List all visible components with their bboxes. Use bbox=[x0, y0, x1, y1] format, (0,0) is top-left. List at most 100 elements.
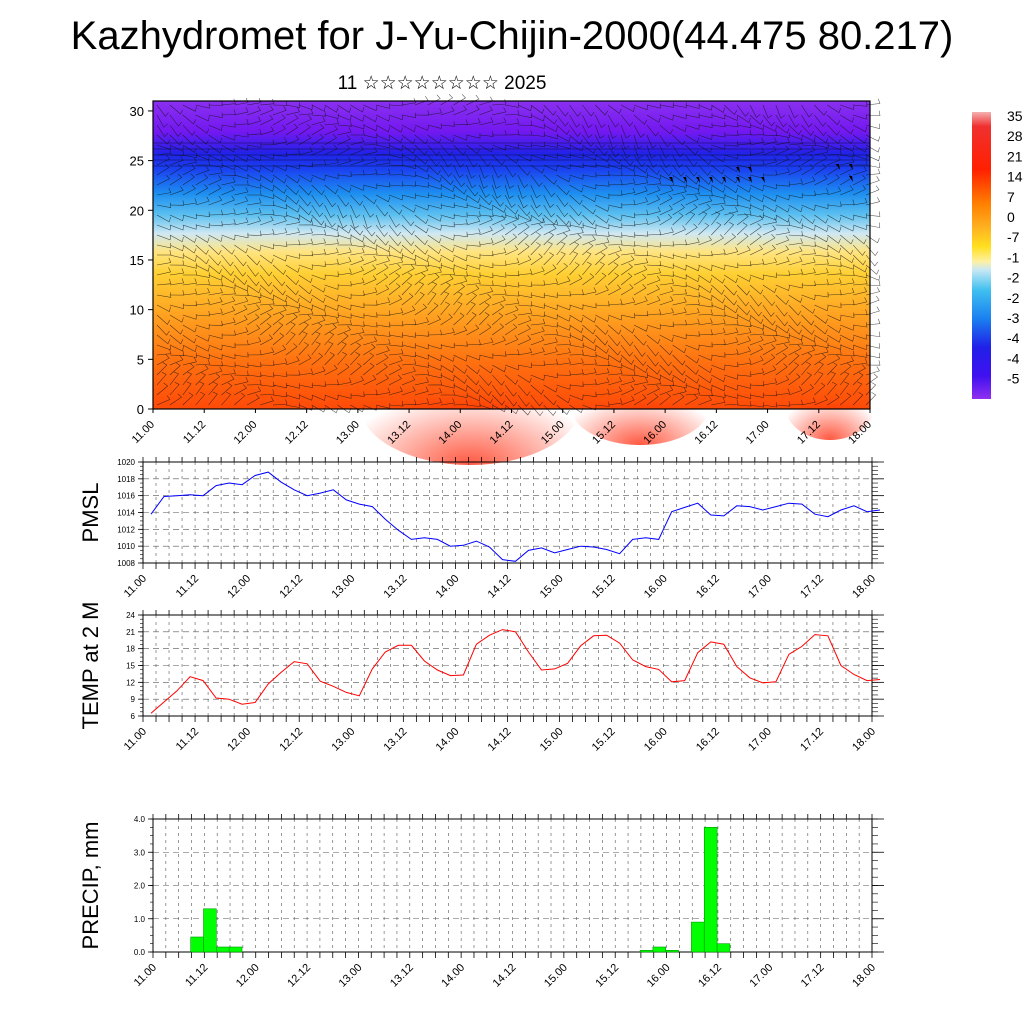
x-tick-label: 13.12 bbox=[382, 573, 410, 601]
precip-bar bbox=[691, 921, 705, 953]
wind-flag bbox=[849, 176, 853, 182]
precip-bar bbox=[652, 946, 667, 953]
x-tick-label: 17.12 bbox=[798, 573, 826, 601]
y-tick-label: 1018 bbox=[117, 475, 135, 484]
x-tick-label: 15.12 bbox=[590, 573, 618, 601]
heatmap-y-tick-label: 30 bbox=[130, 104, 144, 119]
x-tick-label: 16.00 bbox=[642, 573, 670, 601]
x-tick-label: 11.00 bbox=[132, 962, 159, 989]
precip-bar bbox=[665, 949, 679, 953]
chart-title: Kazhydromet for J-Yu-Chijin-2000(44.475 … bbox=[70, 14, 954, 58]
colorbar-label: 21 bbox=[1007, 148, 1023, 164]
precip-bar bbox=[216, 946, 230, 953]
temp-panel: 6 9 12 15 18 21 24 11.00 11.12 12.00 12.12 13.00 13.… bbox=[78, 602, 884, 754]
precip-bar bbox=[716, 943, 731, 953]
colorbar-labels: 35 28 21 14 7 0 -7 -1 -2 -2 -3 -4 -4 -5 bbox=[1007, 108, 1023, 387]
y-tick-label: 1012 bbox=[117, 525, 135, 534]
colorbar-label: 35 bbox=[1007, 108, 1023, 124]
x-tick-label: 12.00 bbox=[225, 573, 253, 601]
x-tick-label: 12.00 bbox=[234, 962, 262, 990]
precip-bar bbox=[703, 826, 718, 953]
colorbar: 35 28 21 14 7 0 -7 -1 -2 -2 -3 -4 -4 -5 bbox=[972, 108, 1023, 399]
x-tick-label: 13.12 bbox=[382, 726, 410, 754]
x-tick-label: 11.00 bbox=[122, 573, 149, 600]
plot-frame bbox=[152, 818, 873, 953]
x-tick-label: 14.00 bbox=[434, 573, 462, 601]
wind-flag bbox=[748, 167, 752, 173]
heatmap-x-tick-label: 11.00 bbox=[130, 419, 157, 446]
x-tick-label: 15.00 bbox=[542, 962, 570, 990]
x-tick-label: 11.12 bbox=[183, 962, 210, 989]
x-tick-label: 17.12 bbox=[798, 726, 826, 754]
colorbar-label: -1 bbox=[1007, 249, 1020, 265]
heatmap-x-tick-label: 12.00 bbox=[232, 419, 260, 447]
x-tick-label: 13.00 bbox=[337, 962, 365, 990]
heatmap-y-tick-label: 20 bbox=[130, 203, 144, 218]
wind-barbs bbox=[153, 94, 881, 417]
wind-flag bbox=[709, 177, 713, 183]
wind-barb-field bbox=[156, 94, 881, 417]
precip-bar bbox=[639, 949, 654, 953]
colorbar-scale bbox=[972, 112, 991, 399]
y-axis-label: PMSL bbox=[78, 483, 103, 543]
y-axis-label: TEMP at 2 M bbox=[78, 602, 103, 730]
heatmap-y-tick-label: 25 bbox=[130, 154, 144, 169]
plot-frame bbox=[142, 461, 873, 564]
x-tick-label: 17.00 bbox=[746, 573, 774, 601]
heatmap-y-tick-label: 10 bbox=[130, 303, 144, 318]
wind-flag bbox=[736, 167, 740, 173]
colorbar-label: -3 bbox=[1007, 310, 1020, 326]
y-tick-label: 1010 bbox=[117, 542, 135, 551]
heatmap-x-tick-label: 12.12 bbox=[283, 419, 311, 447]
x-tick-label: 12.00 bbox=[225, 726, 253, 754]
y-tick-label: 1016 bbox=[117, 492, 135, 501]
x-tick-label: 16.12 bbox=[694, 573, 722, 601]
x-tick-label: 11.12 bbox=[174, 726, 201, 753]
x-tick-label: 17.00 bbox=[747, 962, 775, 990]
series-line bbox=[150, 471, 881, 562]
y-tick-label: 4.0 bbox=[134, 815, 146, 824]
heatmap-x-tick-label: 11.12 bbox=[181, 419, 208, 446]
x-tick-label: 14.00 bbox=[439, 962, 467, 990]
x-tick-label: 17.00 bbox=[746, 726, 774, 754]
wind-flag bbox=[849, 164, 853, 170]
x-tick-label: 18.00 bbox=[850, 573, 878, 601]
wind-flag bbox=[696, 177, 700, 183]
y-tick-label: 12 bbox=[126, 678, 135, 687]
colorbar-label: -4 bbox=[1007, 350, 1020, 366]
x-tick-label: 11.12 bbox=[174, 573, 201, 600]
y-axis-label: PRECIP, mm bbox=[78, 822, 103, 950]
precip-bar bbox=[203, 908, 217, 953]
y-tick-label: 2.0 bbox=[134, 882, 146, 891]
colorbar-label: -2 bbox=[1007, 270, 1020, 286]
x-tick-label: 11.00 bbox=[122, 726, 149, 753]
y-tick-label: 6 bbox=[131, 712, 136, 721]
plot-frame bbox=[142, 614, 873, 717]
colorbar-label: -7 bbox=[1007, 229, 1020, 245]
y-tick-label: 1014 bbox=[117, 509, 135, 518]
x-tick-label: 13.12 bbox=[388, 962, 416, 990]
wind-flag bbox=[761, 177, 765, 183]
colorbar-label: 28 bbox=[1007, 128, 1023, 144]
colorbar-label: -5 bbox=[1007, 371, 1020, 387]
x-tick-label: 13.00 bbox=[329, 573, 357, 601]
series-line bbox=[150, 629, 881, 714]
x-tick-label: 15.12 bbox=[590, 726, 618, 754]
chart-subtitle: 11 ☆☆☆☆☆☆☆☆ 2025 bbox=[337, 73, 547, 94]
y-tick-label: 24 bbox=[126, 611, 135, 620]
y-tick-label: 0.0 bbox=[134, 948, 146, 957]
y-tick-label: 9 bbox=[131, 695, 136, 704]
heatmap-x-tick-label: 13.00 bbox=[334, 419, 362, 447]
x-tick-label: 14.12 bbox=[486, 573, 514, 601]
wind-flag bbox=[736, 177, 740, 183]
y-tick-label: 18 bbox=[126, 645, 135, 654]
colorbar-label: 0 bbox=[1007, 209, 1015, 225]
x-tick-label: 16.12 bbox=[694, 726, 722, 754]
x-tick-label: 13.00 bbox=[329, 726, 357, 754]
heatmap-y-tick-label: 5 bbox=[137, 352, 144, 367]
y-tick-label: 21 bbox=[126, 628, 135, 637]
wind-flag bbox=[683, 177, 687, 183]
y-tick-label: 1.0 bbox=[134, 915, 146, 924]
heatmap-warm-region bbox=[570, 365, 710, 445]
y-tick-label: 1008 bbox=[117, 559, 135, 568]
